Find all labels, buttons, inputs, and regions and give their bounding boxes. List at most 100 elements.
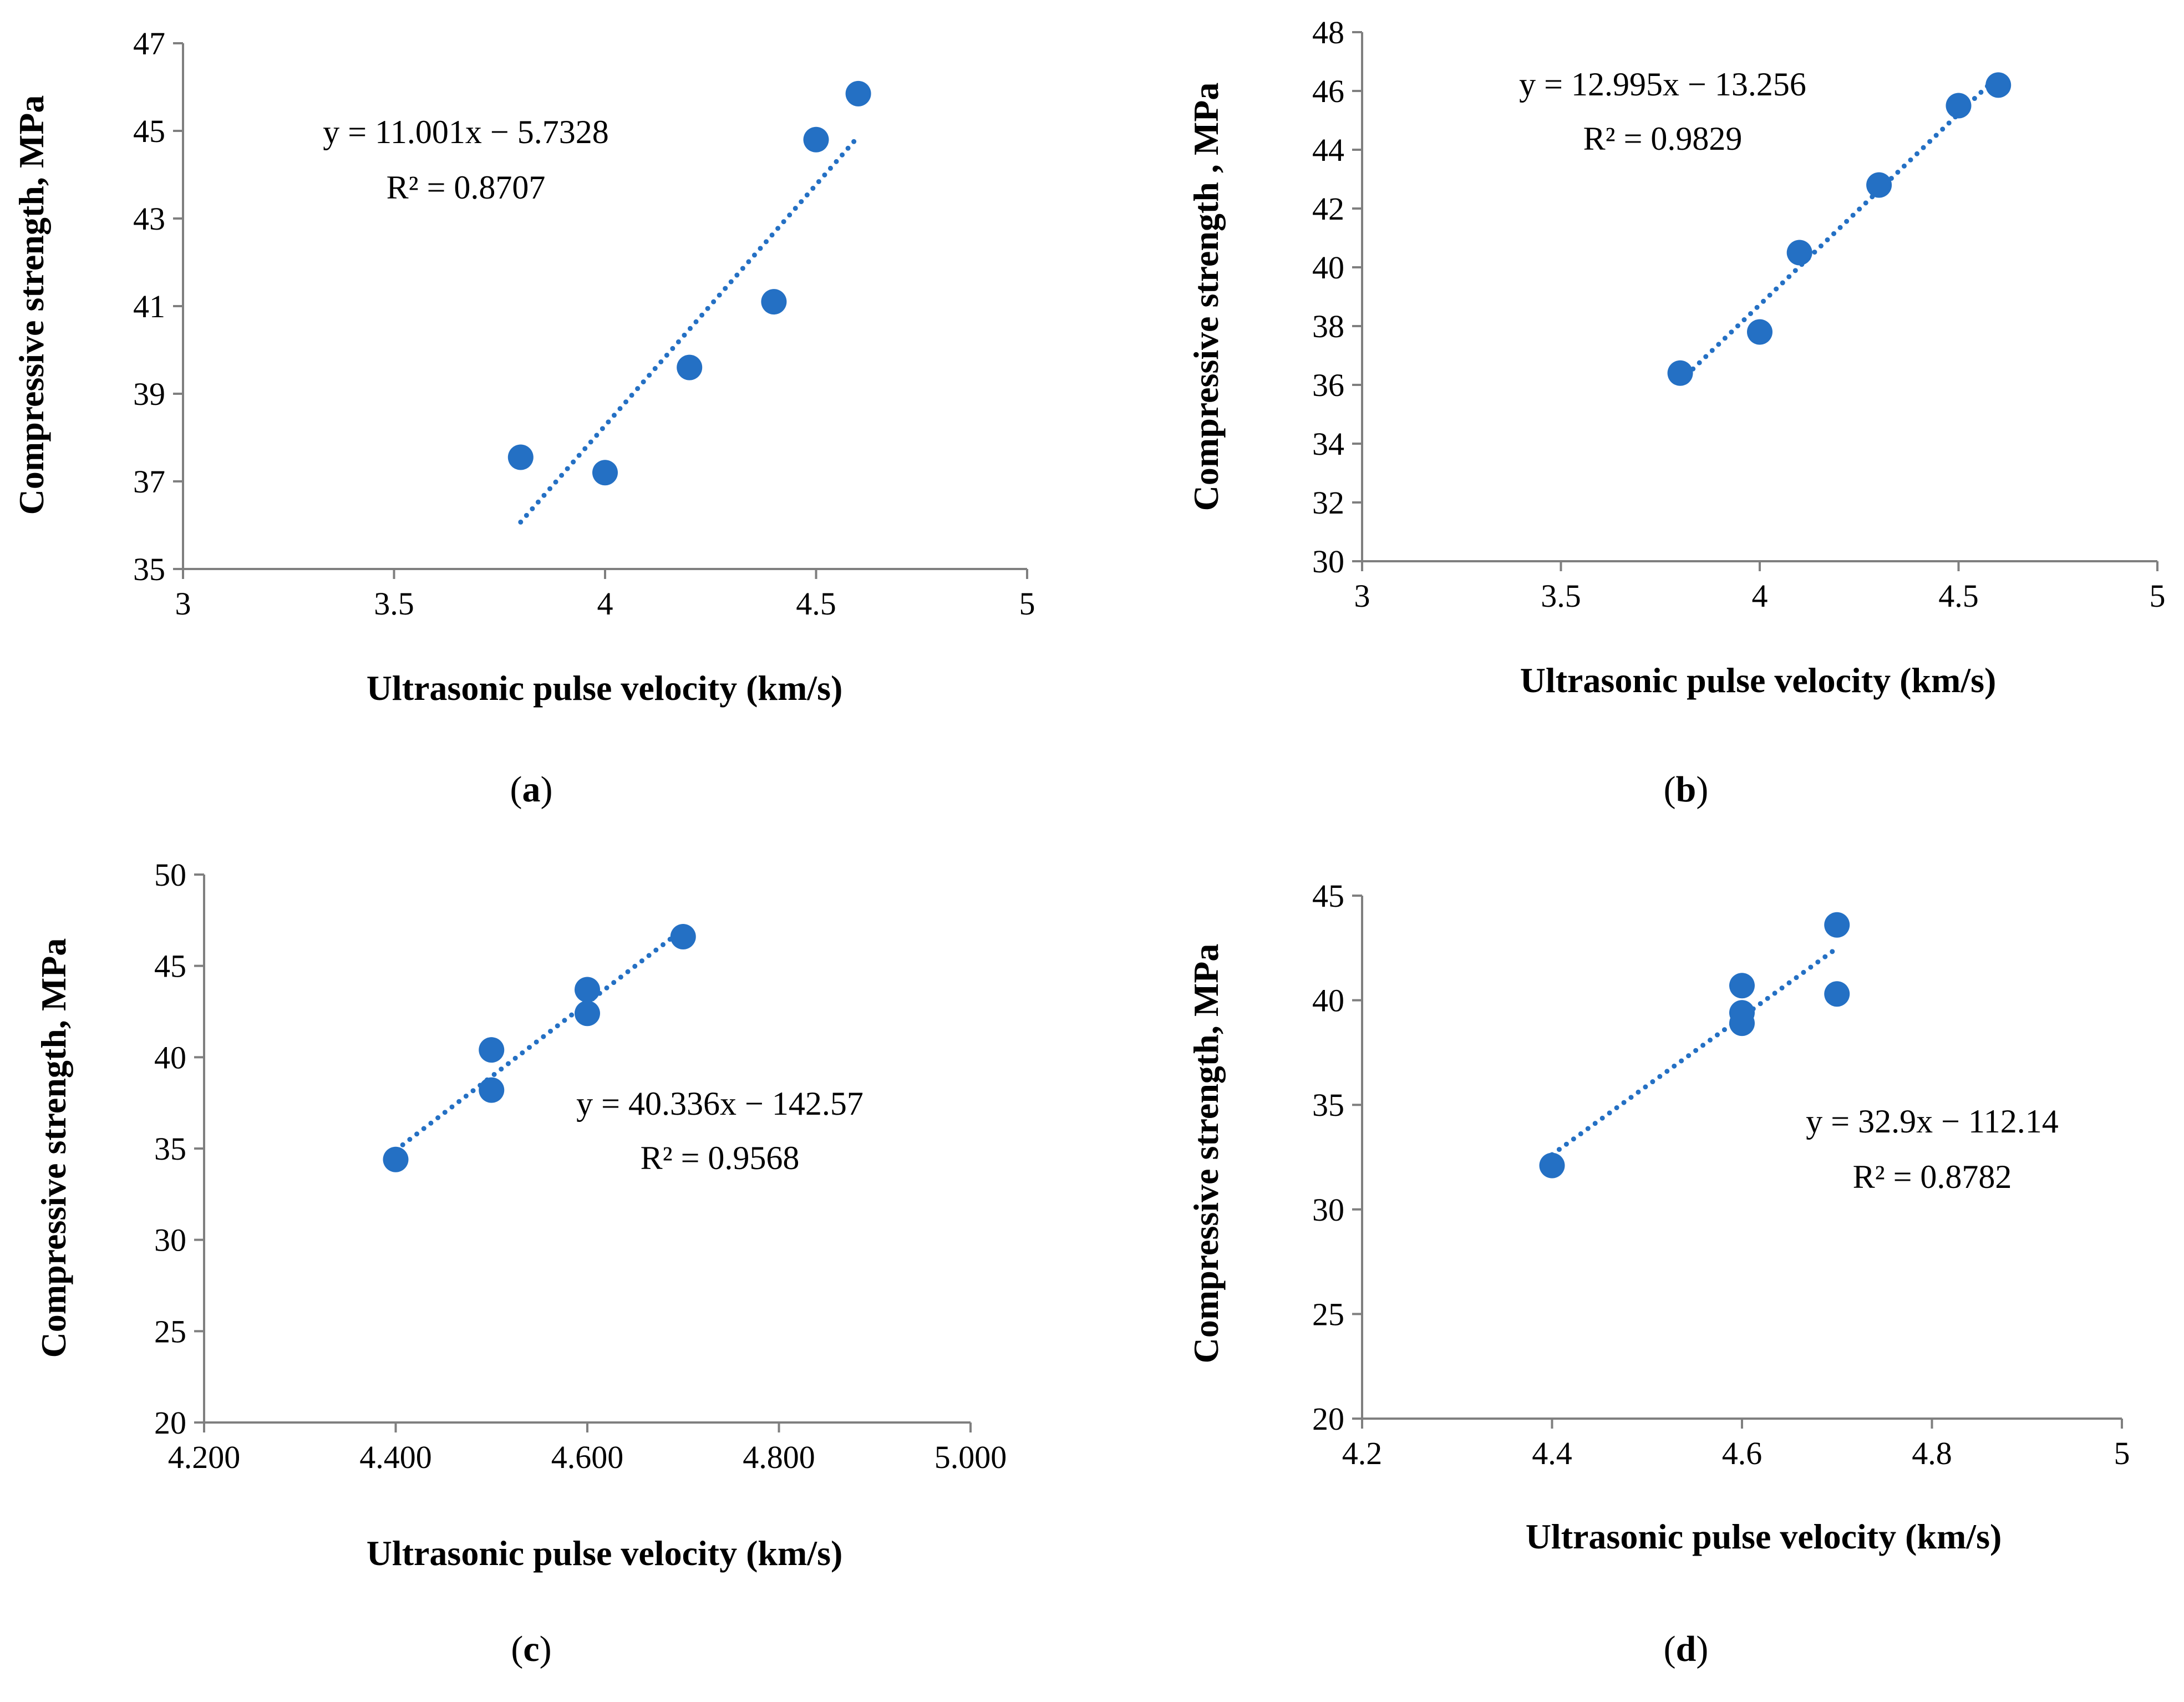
x-tick-label: 4.8 bbox=[1912, 1435, 1952, 1471]
r-squared-label: R² = 0.9829 bbox=[1583, 120, 1743, 157]
data-point bbox=[761, 289, 787, 315]
x-tick-label: 3 bbox=[175, 586, 191, 622]
x-tick-label: 4.4 bbox=[1532, 1435, 1572, 1471]
y-tick-label: 20 bbox=[154, 1405, 186, 1441]
y-tick-label: 30 bbox=[1312, 543, 1344, 580]
data-point bbox=[575, 977, 600, 1003]
data-point bbox=[575, 1000, 600, 1027]
y-tick-label: 47 bbox=[133, 26, 165, 62]
chart-panel-c: 20 25 30 35 40 45 50 4.200 4.400 4.600 4.800 5.000 y… bbox=[34, 857, 1007, 1669]
data-point bbox=[1946, 93, 1972, 119]
data-point bbox=[592, 460, 618, 486]
panel-letter: b bbox=[1676, 769, 1697, 810]
y-tick-label: 39 bbox=[133, 376, 165, 412]
y-tick-label: 25 bbox=[154, 1313, 186, 1349]
y-tick-label: 40 bbox=[154, 1039, 186, 1075]
x-tick-label: 4 bbox=[597, 586, 613, 622]
y-tick-label: 30 bbox=[154, 1222, 186, 1258]
y-tick-label: 37 bbox=[133, 464, 165, 500]
data-point bbox=[1729, 1000, 1755, 1026]
trendline bbox=[1678, 73, 2001, 384]
trendline-equation: y = 12.995x − 13.256 bbox=[1519, 66, 1806, 103]
data-point bbox=[1539, 1152, 1565, 1178]
y-tick-label: 46 bbox=[1312, 73, 1344, 109]
x-tick-label: 4.600 bbox=[551, 1439, 624, 1475]
x-tick-label: 4 bbox=[1752, 578, 1768, 614]
x-tick-label: 5 bbox=[2114, 1435, 2130, 1471]
y-tick-label: 20 bbox=[1312, 1401, 1344, 1437]
x-tick-label: 3.5 bbox=[1541, 578, 1581, 614]
y-tick-label: 32 bbox=[1312, 485, 1344, 521]
y-tick-label: 34 bbox=[1312, 426, 1344, 462]
data-point bbox=[803, 126, 829, 153]
y-tick-label: 45 bbox=[1312, 878, 1344, 914]
x-axis-title: Ultrasonic pulse velocity (km/s) bbox=[367, 1533, 843, 1573]
y-tick-label: 25 bbox=[1312, 1296, 1344, 1332]
x-tick-label: 4.400 bbox=[359, 1439, 432, 1475]
y-axis-title: Compressive strength , MPa bbox=[1186, 83, 1226, 511]
x-axis-title: Ultrasonic pulse velocity (km/s) bbox=[1526, 1517, 2002, 1556]
x-tick-label: 5.000 bbox=[934, 1439, 1007, 1475]
y-tick-label: 43 bbox=[133, 201, 165, 237]
r-squared-label: R² = 0.8782 bbox=[1853, 1159, 2012, 1195]
y-tick-label: 36 bbox=[1312, 367, 1344, 403]
y-tick-label: 50 bbox=[154, 857, 186, 893]
x-tick-label: 3 bbox=[1354, 578, 1370, 614]
data-point bbox=[507, 444, 534, 470]
trendline bbox=[518, 134, 861, 525]
y-tick-label: 30 bbox=[1312, 1192, 1344, 1228]
y-tick-label: 45 bbox=[154, 948, 186, 984]
x-tick-label: 3.5 bbox=[374, 586, 414, 622]
r-squared-label: R² = 0.8707 bbox=[387, 169, 546, 206]
trendline-equation: y = 11.001x − 5.7328 bbox=[323, 114, 608, 150]
panel-letter: c bbox=[523, 1629, 539, 1669]
x-axis-title: Ultrasonic pulse velocity (km/s) bbox=[1520, 661, 1997, 700]
y-tick-label: 42 bbox=[1312, 191, 1344, 227]
data-point bbox=[1824, 912, 1850, 938]
data-point bbox=[1729, 973, 1755, 999]
data-point bbox=[1747, 319, 1772, 345]
panel-letter: d bbox=[1676, 1629, 1697, 1669]
x-tick-label: 4.5 bbox=[1938, 578, 1979, 614]
y-tick-label: 45 bbox=[133, 113, 165, 149]
y-axis-title: Compressive strength, MPa bbox=[34, 938, 73, 1358]
data-point bbox=[1667, 360, 1693, 386]
panel-caption: (b) bbox=[1664, 769, 1709, 810]
y-tick-label: 41 bbox=[133, 288, 165, 324]
data-point bbox=[383, 1146, 409, 1172]
y-axis-title: Compressive strength, MPa bbox=[1186, 944, 1226, 1364]
trendline-equation: y = 32.9x − 112.14 bbox=[1806, 1103, 2058, 1140]
y-axis-title: Compressive strength, MPa bbox=[12, 95, 51, 515]
y-tick-label: 40 bbox=[1312, 983, 1344, 1019]
y-tick-label: 35 bbox=[154, 1131, 186, 1167]
x-axis-title: Ultrasonic pulse velocity (km/s) bbox=[367, 668, 843, 708]
x-tick-label: 5 bbox=[1019, 586, 1035, 622]
data-point bbox=[479, 1077, 505, 1103]
y-tick-label: 48 bbox=[1312, 14, 1344, 50]
panel-letter: a bbox=[522, 769, 541, 810]
trendline bbox=[393, 926, 686, 1153]
y-tick-label: 35 bbox=[133, 551, 165, 587]
trendline bbox=[1550, 946, 1840, 1157]
data-point bbox=[1824, 981, 1850, 1007]
y-tick-label: 35 bbox=[1312, 1087, 1344, 1123]
data-point bbox=[479, 1037, 505, 1063]
r-squared-label: R² = 0.9568 bbox=[641, 1140, 800, 1176]
y-tick-label: 44 bbox=[1312, 132, 1344, 168]
panel-caption: (c) bbox=[511, 1629, 551, 1669]
data-point bbox=[1985, 72, 2012, 98]
x-tick-label: 4.6 bbox=[1722, 1435, 1763, 1471]
data-point bbox=[1866, 172, 1892, 198]
panel-caption: (d) bbox=[1664, 1629, 1709, 1669]
data-point bbox=[670, 923, 696, 949]
trendline-equation: y = 40.336x − 142.57 bbox=[576, 1085, 864, 1122]
x-tick-label: 4.200 bbox=[168, 1439, 241, 1475]
data-point bbox=[845, 80, 871, 106]
y-tick-label: 40 bbox=[1312, 250, 1344, 286]
y-tick-label: 38 bbox=[1312, 308, 1344, 344]
data-point bbox=[1786, 240, 1812, 266]
data-point bbox=[677, 354, 703, 380]
x-tick-label: 4.2 bbox=[1342, 1435, 1383, 1471]
x-tick-label: 4.5 bbox=[796, 586, 836, 622]
